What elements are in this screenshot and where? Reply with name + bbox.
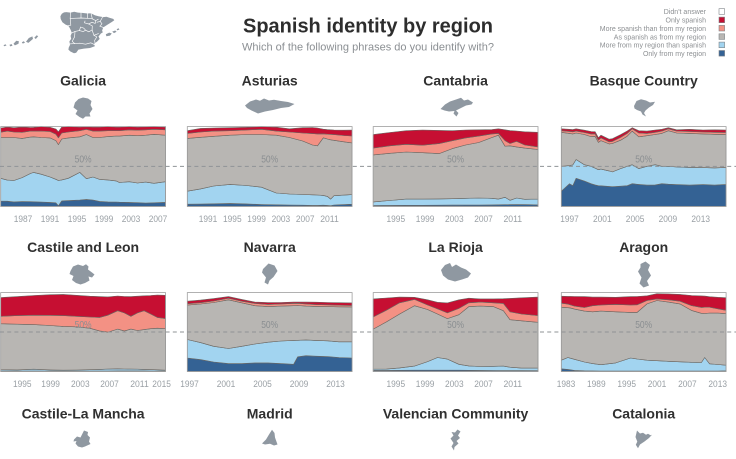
svg-text:Only from my region: Only from my region bbox=[643, 51, 706, 58]
svg-text:1997: 1997 bbox=[180, 379, 199, 390]
svg-text:50%: 50% bbox=[447, 154, 464, 166]
svg-text:2009: 2009 bbox=[659, 214, 678, 225]
svg-text:2001: 2001 bbox=[217, 379, 236, 390]
svg-text:50%: 50% bbox=[261, 154, 278, 166]
svg-text:Cantabria: Cantabria bbox=[423, 73, 488, 89]
svg-text:1995: 1995 bbox=[387, 214, 406, 225]
svg-text:1999: 1999 bbox=[416, 214, 435, 225]
svg-text:50%: 50% bbox=[75, 319, 92, 331]
svg-text:1991: 1991 bbox=[41, 214, 60, 225]
svg-text:2003: 2003 bbox=[445, 379, 464, 390]
svg-text:50%: 50% bbox=[635, 319, 652, 331]
svg-text:Basque Country: Basque Country bbox=[590, 73, 698, 89]
svg-text:Aragon: Aragon bbox=[619, 239, 668, 255]
svg-text:1983: 1983 bbox=[557, 379, 576, 390]
svg-text:2011: 2011 bbox=[320, 214, 339, 225]
svg-text:1989: 1989 bbox=[587, 379, 606, 390]
svg-text:More from my region than spani: More from my region than spanish bbox=[600, 43, 706, 50]
svg-text:Didn't answer: Didn't answer bbox=[664, 9, 707, 16]
svg-text:1995: 1995 bbox=[387, 379, 406, 390]
svg-text:2011: 2011 bbox=[504, 214, 523, 225]
svg-text:Castile-La Mancha: Castile-La Mancha bbox=[22, 406, 145, 422]
svg-text:50%: 50% bbox=[447, 319, 464, 331]
svg-text:50%: 50% bbox=[261, 319, 278, 331]
svg-text:Navarra: Navarra bbox=[244, 239, 296, 255]
svg-text:Madrid: Madrid bbox=[247, 406, 293, 422]
svg-text:2003: 2003 bbox=[71, 379, 90, 390]
svg-text:1999: 1999 bbox=[95, 214, 114, 225]
svg-text:2007: 2007 bbox=[100, 379, 119, 390]
svg-text:2007: 2007 bbox=[474, 379, 493, 390]
svg-text:50%: 50% bbox=[635, 154, 652, 166]
svg-text:2005: 2005 bbox=[253, 379, 272, 390]
svg-text:Castile and Leon: Castile and Leon bbox=[27, 239, 139, 255]
svg-text:2013: 2013 bbox=[326, 379, 345, 390]
svg-text:2005: 2005 bbox=[626, 214, 645, 225]
svg-text:1997: 1997 bbox=[560, 214, 579, 225]
svg-text:2007: 2007 bbox=[474, 214, 493, 225]
svg-text:1987: 1987 bbox=[14, 214, 33, 225]
svg-text:2003: 2003 bbox=[122, 214, 141, 225]
svg-text:2011: 2011 bbox=[130, 379, 149, 390]
svg-text:50%: 50% bbox=[75, 154, 92, 166]
svg-text:Spanish identity by region: Spanish identity by region bbox=[243, 16, 493, 38]
svg-text:1995: 1995 bbox=[68, 214, 87, 225]
svg-text:2001: 2001 bbox=[593, 214, 612, 225]
svg-text:2007: 2007 bbox=[149, 214, 168, 225]
svg-text:As spanish as from my region: As spanish as from my region bbox=[614, 34, 706, 41]
svg-text:2013: 2013 bbox=[708, 379, 727, 390]
svg-text:Galicia: Galicia bbox=[60, 73, 106, 89]
svg-text:1995: 1995 bbox=[617, 379, 636, 390]
svg-text:1999: 1999 bbox=[416, 379, 435, 390]
svg-text:Catalonia: Catalonia bbox=[612, 406, 675, 422]
svg-text:2007: 2007 bbox=[678, 379, 697, 390]
svg-text:2015: 2015 bbox=[152, 379, 171, 390]
svg-text:Asturias: Asturias bbox=[242, 73, 298, 89]
svg-text:1991: 1991 bbox=[199, 214, 218, 225]
svg-text:1995: 1995 bbox=[13, 379, 32, 390]
svg-text:2011: 2011 bbox=[504, 379, 523, 390]
svg-text:La Rioja: La Rioja bbox=[428, 239, 483, 255]
svg-text:2009: 2009 bbox=[290, 379, 309, 390]
svg-text:Only spanish: Only spanish bbox=[666, 18, 707, 25]
svg-text:1999: 1999 bbox=[41, 379, 60, 390]
svg-text:2001: 2001 bbox=[648, 379, 667, 390]
svg-text:1995: 1995 bbox=[223, 214, 242, 225]
svg-text:Valencian Community: Valencian Community bbox=[383, 406, 529, 422]
svg-text:1999: 1999 bbox=[247, 214, 266, 225]
svg-text:Which of the following phrases: Which of the following phrases do you id… bbox=[242, 42, 494, 54]
svg-text:2003: 2003 bbox=[445, 214, 464, 225]
svg-text:More spanish than from my regi: More spanish than from my region bbox=[600, 26, 706, 33]
svg-text:2013: 2013 bbox=[691, 214, 710, 225]
svg-text:2003: 2003 bbox=[272, 214, 291, 225]
svg-text:2007: 2007 bbox=[296, 214, 315, 225]
